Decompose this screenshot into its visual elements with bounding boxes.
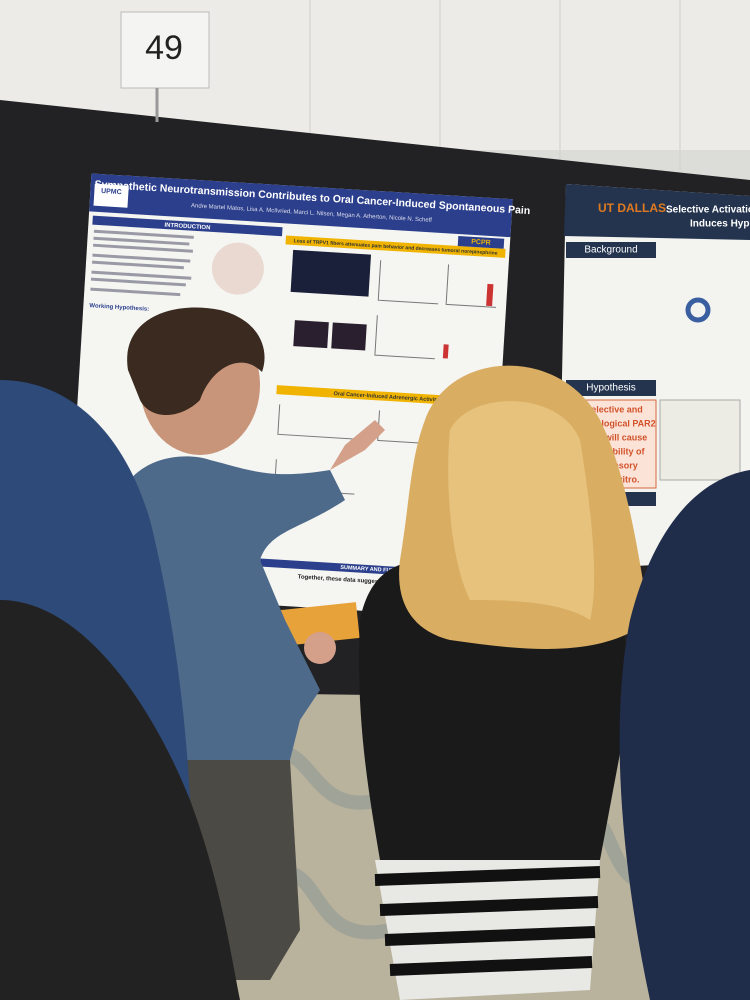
banner [285, 235, 506, 258]
booklet [280, 602, 360, 646]
poster-logo: UT DALLAS [598, 201, 666, 215]
microscopy [293, 320, 329, 349]
dress-stripes [374, 866, 601, 976]
section-bar [566, 380, 656, 396]
hypothesis-line: ation will cause [581, 432, 648, 442]
section-heading: Background [584, 245, 637, 256]
hypothesis-line: rexcitability of [583, 446, 645, 456]
section-heading: Hypothesis [586, 383, 635, 394]
sign-number: 49 [145, 29, 183, 67]
backpack [0, 600, 240, 1000]
section-bar [92, 215, 283, 237]
figure [659, 399, 741, 481]
donut-figure [685, 297, 711, 323]
microscopy [331, 322, 367, 351]
person-right [619, 470, 750, 1000]
section-heading: INTRODUCTION [164, 223, 210, 232]
poster-header [89, 173, 513, 238]
diagram [211, 242, 264, 295]
section-bar [566, 242, 656, 258]
badge [457, 235, 505, 249]
microscopy [290, 249, 372, 297]
poster-title: Selective Activation of [666, 205, 750, 216]
number-sign [120, 11, 210, 89]
poster-logo: UPMC [101, 188, 122, 196]
badge-text: PCPR [471, 239, 491, 247]
section-heading: SUMMARY AND FUTURE [340, 565, 406, 575]
woman [359, 365, 650, 1000]
poster-header [564, 184, 750, 240]
hypothesis-line: physiological PAR2 [572, 418, 655, 428]
logo-box [93, 183, 129, 208]
intro-text [90, 229, 194, 297]
hypothesis-label: Working Hypothesis: [89, 303, 149, 313]
hypothesis-line: Selective and [585, 404, 643, 414]
poster-title: Induces Hyperex [690, 219, 750, 230]
